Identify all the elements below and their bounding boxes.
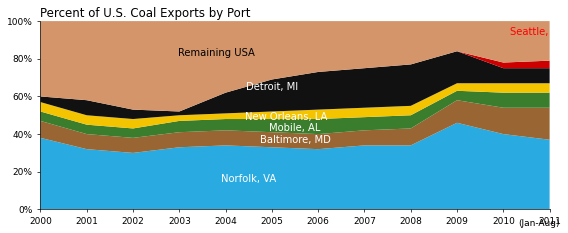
Text: Detroit, MI: Detroit, MI — [246, 82, 298, 92]
Text: Remaining USA: Remaining USA — [178, 48, 255, 58]
Text: Norfolk, VA: Norfolk, VA — [221, 174, 277, 184]
Text: Seattle, WA: Seattle, WA — [510, 27, 568, 38]
Text: Mobile, AL: Mobile, AL — [269, 123, 321, 134]
Text: (Jan-Aug): (Jan-Aug) — [518, 219, 559, 228]
Text: Percent of U.S. Coal Exports by Port: Percent of U.S. Coal Exports by Port — [40, 7, 251, 20]
Text: New Orleans, LA: New Orleans, LA — [245, 112, 327, 122]
Text: Baltimore, MD: Baltimore, MD — [260, 135, 331, 145]
